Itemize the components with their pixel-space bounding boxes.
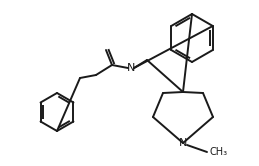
Text: N: N [179,138,187,148]
Text: N: N [127,63,135,73]
Text: CH₃: CH₃ [210,147,228,157]
